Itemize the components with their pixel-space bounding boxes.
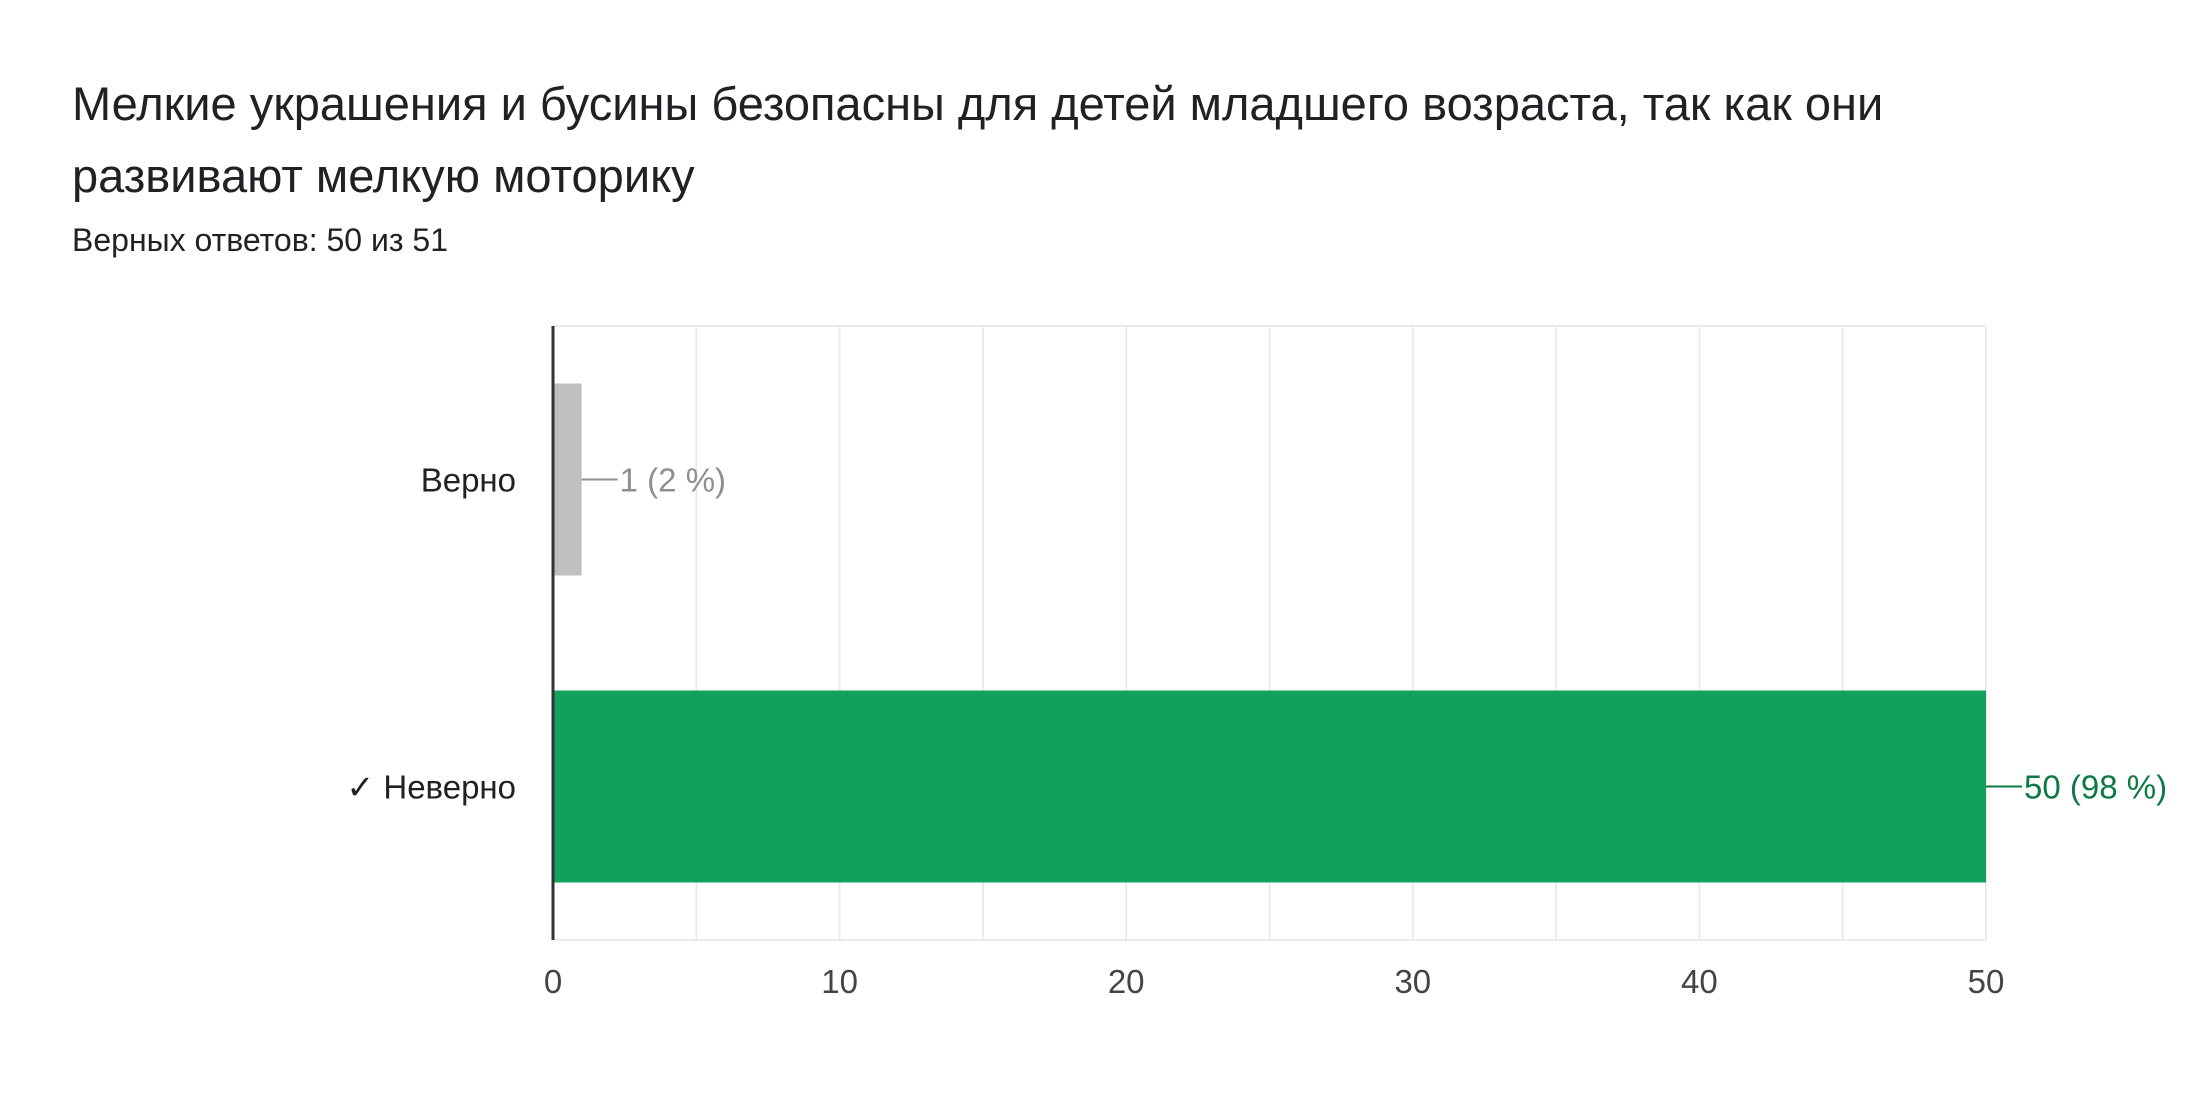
category-label: Верно xyxy=(421,462,516,499)
x-tick-label: 50 xyxy=(1968,963,2005,1000)
data-label: 1 (2 %) xyxy=(620,462,726,499)
bar xyxy=(553,383,582,576)
x-tick-label: 20 xyxy=(1108,963,1145,1000)
score-summary: Верных ответов: 50 из 51 xyxy=(72,222,449,258)
category-label: ✓ Неверно xyxy=(347,769,516,806)
x-tick-label: 0 xyxy=(544,963,562,1000)
data-label: 50 (98 %) xyxy=(2024,769,2167,806)
bar xyxy=(553,690,1986,883)
x-tick-label: 40 xyxy=(1681,963,1718,1000)
x-tick-label: 10 xyxy=(821,963,858,1000)
x-tick-label: 30 xyxy=(1394,963,1431,1000)
question-title: Мелкие украшения и бусины безопасны для … xyxy=(72,77,1884,202)
